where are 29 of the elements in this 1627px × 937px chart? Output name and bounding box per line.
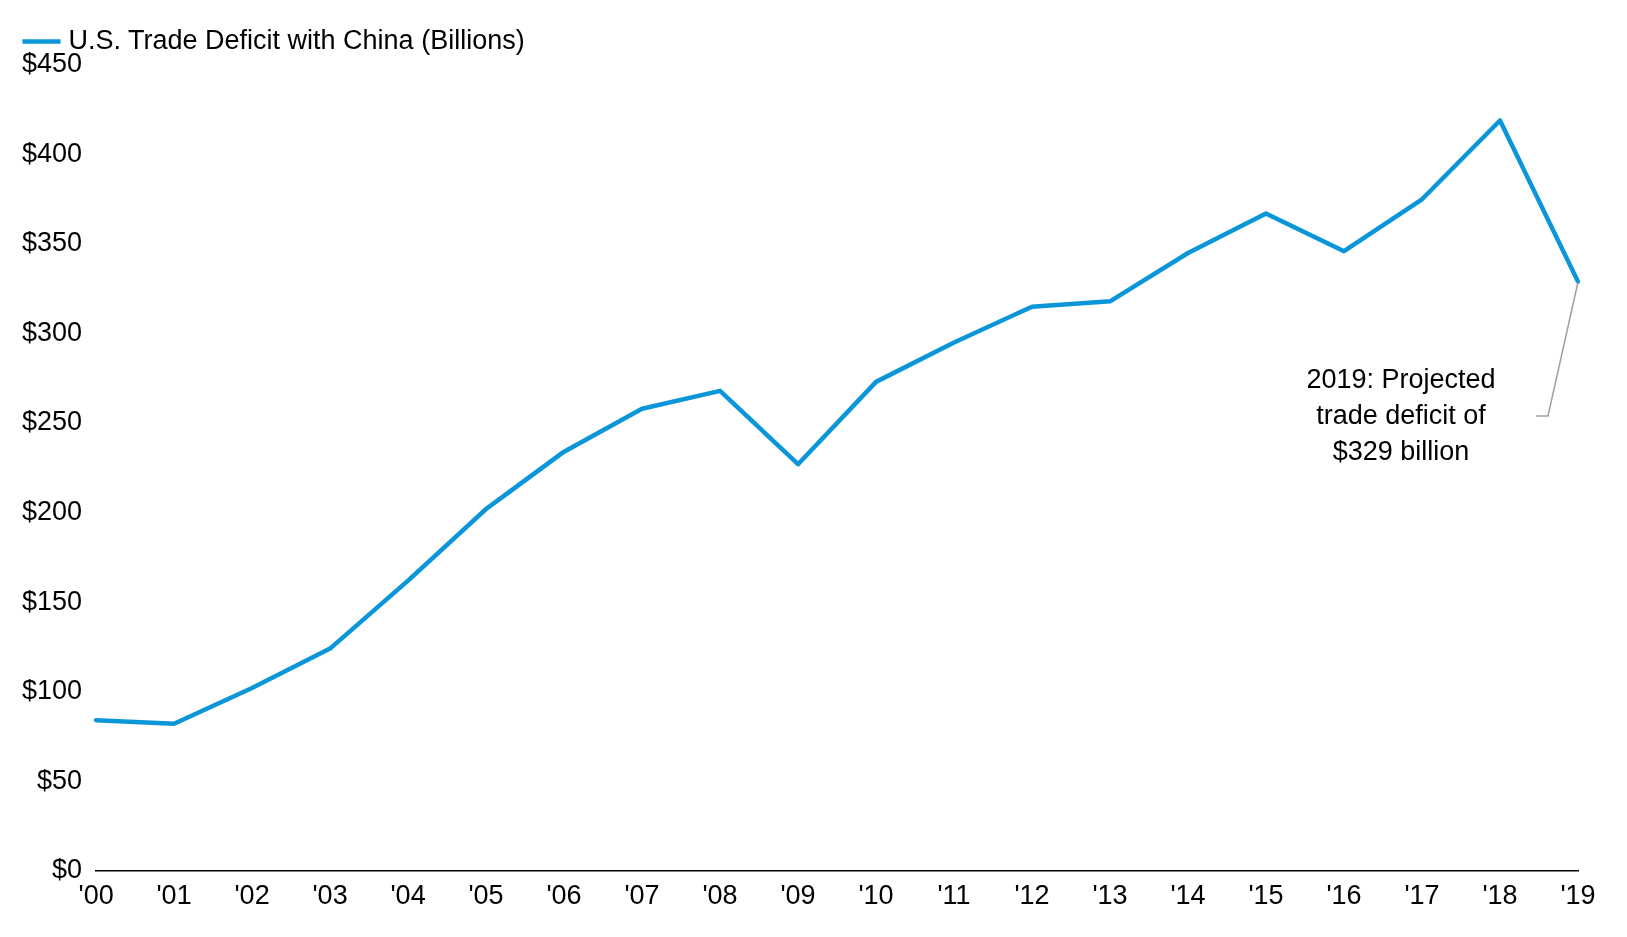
x-tick-label: '18 (1482, 880, 1518, 911)
y-tick-label: $300 (21, 316, 83, 347)
x-tick-label: '05 (468, 880, 504, 911)
x-tick-label: '13 (1092, 880, 1128, 911)
y-tick-label: $350 (21, 227, 83, 258)
x-tick-label: '01 (156, 880, 192, 911)
x-tick-label: '08 (702, 880, 738, 911)
x-tick-label: '12 (1014, 880, 1050, 911)
y-tick-label: $150 (21, 585, 83, 616)
x-tick-label: '17 (1404, 880, 1440, 911)
y-tick-label: $50 (37, 764, 83, 795)
y-tick-label: $200 (21, 496, 83, 527)
annotation: 2019: Projected trade deficit of $329 billion (1306, 364, 1496, 467)
x-tick-label: '11 (937, 880, 971, 911)
x-tick-label: '02 (234, 880, 270, 911)
x-tick-label: '15 (1248, 880, 1284, 911)
y-tick-label: $100 (21, 675, 83, 706)
x-tick-label: '09 (780, 880, 816, 911)
x-tick-label: '16 (1326, 880, 1362, 911)
y-tick-label: $450 (21, 48, 83, 79)
x-tick-label: '10 (858, 880, 894, 911)
x-tick-label: '04 (390, 880, 426, 911)
x-tick-label: '06 (546, 880, 582, 911)
y-tick-label: $400 (21, 137, 83, 168)
x-tick-label: '19 (1560, 880, 1596, 911)
x-tick-label: '07 (624, 880, 660, 911)
x-tick-label: '03 (312, 880, 348, 911)
x-tick-label: '14 (1170, 880, 1206, 911)
y-tick-label: $250 (21, 406, 83, 437)
